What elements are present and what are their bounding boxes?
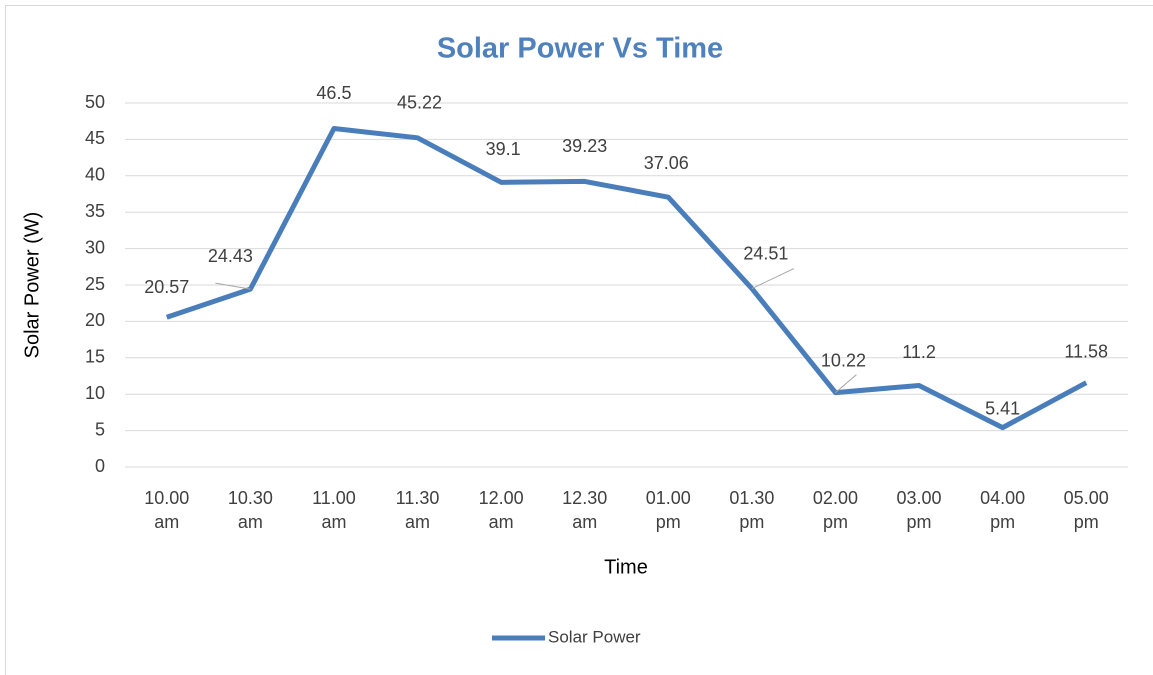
y-tick-label: 15 [85,347,105,367]
legend-label: Solar Power [548,627,641,646]
y-tick-label: 0 [95,456,105,476]
data-label: 45.22 [397,93,442,113]
data-label: 39.23 [562,136,607,156]
data-label: 20.57 [144,277,189,297]
y-tick-label: 40 [85,165,105,185]
y-axis-title: Solar Power (W) [21,212,43,359]
y-tick-label: 5 [95,419,105,439]
x-tick-label: 05.00 pm [1063,488,1109,532]
x-tick-label: 01.30 pm [729,488,775,532]
data-label: 39.1 [486,139,521,159]
data-label: 46.5 [316,83,351,103]
x-axis-title: Time [604,556,648,578]
chart-border [5,5,1153,675]
y-tick-label: 20 [85,310,105,330]
x-tick-label: 10.30 am [227,488,273,532]
data-label: 24.43 [208,246,253,266]
y-tick-label: 45 [85,128,105,148]
y-tick-label: 35 [85,201,105,221]
data-label: 37.06 [644,153,689,173]
x-tick-label: 12.00 am [478,488,524,532]
data-label: 5.41 [985,398,1020,418]
x-tick-label: 12.30 am [562,488,608,532]
y-tick-label: 50 [85,92,105,112]
x-tick-label: 11.00 am [312,488,356,532]
y-tick-label: 25 [85,274,105,294]
x-tick-label: 03.00 pm [896,488,942,532]
leader-line [835,374,857,393]
data-label: 10.22 [821,350,866,370]
data-label: 11.2 [902,342,936,362]
chart-title: Solar Power Vs Time [437,33,723,65]
data-label: 24.51 [743,243,788,263]
data-label: 11.58 [1064,341,1108,361]
x-tick-label: 10.00 am [144,488,190,532]
x-tick-label: 02.00 pm [812,488,858,532]
leader-line [215,282,251,290]
x-tick-label: 11.30 am [395,488,440,532]
y-tick-label: 10 [85,383,105,403]
x-tick-label: 01.00 pm [645,488,691,532]
y-tick-label: 30 [85,237,105,257]
data-line [165,125,1088,431]
x-tick-label: 04.00 pm [980,488,1026,532]
leader-line [751,268,795,290]
